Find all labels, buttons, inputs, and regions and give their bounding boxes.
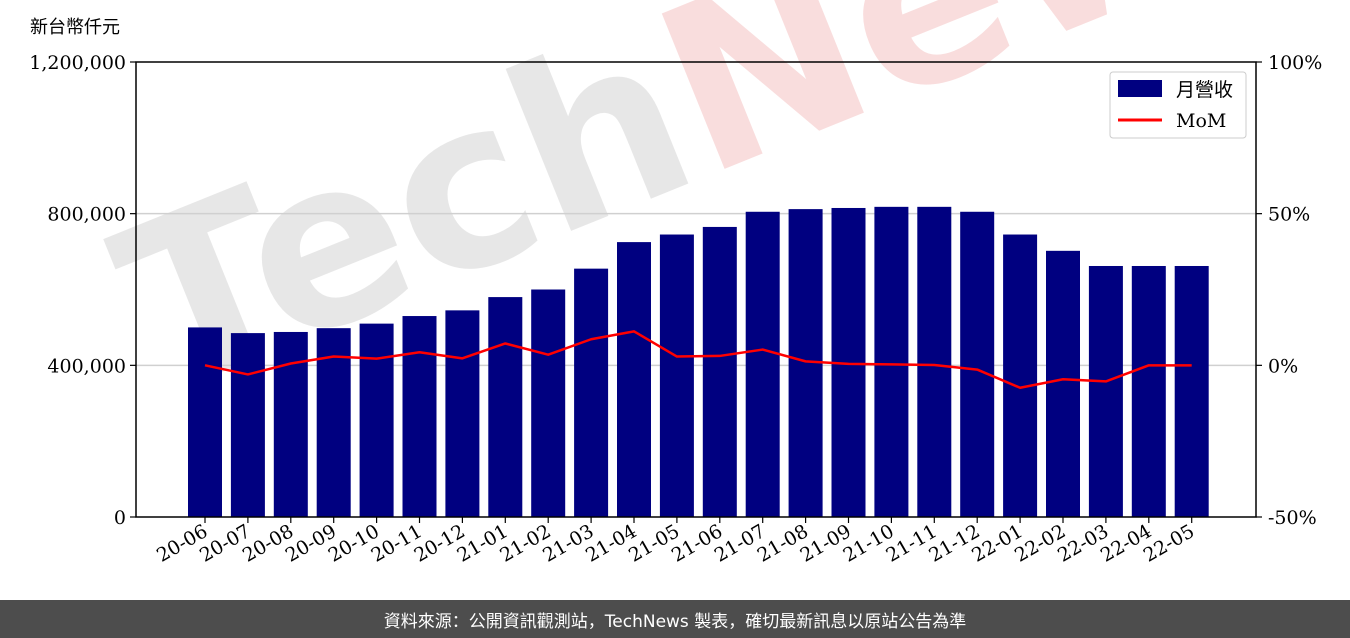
bar-21-01 bbox=[488, 297, 523, 517]
legend-swatch-revenue bbox=[1118, 80, 1162, 97]
left-y-tick-label: 800,000 bbox=[47, 204, 126, 226]
bar-20-11 bbox=[402, 316, 437, 517]
right-y-tick-label: 50% bbox=[1268, 204, 1310, 226]
left-y-axis: 0 400,000 800,000 1,200,000 bbox=[29, 52, 136, 529]
bar-21-03 bbox=[574, 268, 609, 517]
bar-22-01 bbox=[1003, 234, 1038, 518]
legend-label-mom: MoM bbox=[1176, 110, 1226, 132]
bar-22-04 bbox=[1131, 265, 1166, 517]
right-y-axis: -50% 0% 50% 100% bbox=[1256, 52, 1322, 529]
bar-22-03 bbox=[1088, 265, 1123, 517]
chart: TechNews 新台幣仟元 0400,000800,0001,200,000 … bbox=[29, 0, 1350, 567]
bar-21-07 bbox=[745, 211, 780, 518]
x-axis: 20-0620-0720-0820-0920-1020-1120-1221-01… bbox=[153, 517, 1198, 567]
source-text: 資料來源：公開資訊觀測站，TechNews 製表，確切最新訊息以原站公告為準 bbox=[383, 611, 967, 632]
right-y-tick-label: -50% bbox=[1268, 507, 1317, 529]
bar-20-07 bbox=[230, 333, 265, 517]
legend: 月營收 MoM bbox=[1109, 71, 1247, 139]
plot-frame bbox=[135, 61, 1257, 518]
bar-21-05 bbox=[659, 234, 694, 518]
right-y-tick-label: 100% bbox=[1268, 52, 1322, 74]
bar-20-10 bbox=[359, 323, 394, 517]
mom-line bbox=[204, 330, 1192, 390]
x-tick-label-22-05: 22-05 bbox=[1140, 520, 1198, 566]
left-y-tick-label: 1,200,000 bbox=[29, 52, 126, 74]
left-y-tick-label: 0 bbox=[114, 507, 126, 529]
revenue-bars bbox=[188, 206, 1209, 518]
source-footer: 資料來源：公開資訊觀測站，TechNews 製表，確切最新訊息以原站公告為準 bbox=[0, 600, 1350, 638]
bar-21-10 bbox=[874, 206, 909, 517]
bar-21-11 bbox=[917, 206, 952, 517]
bar-20-06 bbox=[188, 327, 222, 517]
y-unit-label: 新台幣仟元 bbox=[30, 17, 120, 38]
bar-20-12 bbox=[445, 310, 480, 517]
bar-20-08 bbox=[273, 331, 308, 517]
bar-21-12 bbox=[960, 211, 995, 518]
bar-21-02 bbox=[531, 289, 566, 517]
bar-21-06 bbox=[702, 226, 737, 517]
bar-22-02 bbox=[1046, 250, 1080, 517]
right-y-tick-label: 0% bbox=[1268, 355, 1298, 377]
bar-22-05 bbox=[1174, 265, 1209, 517]
bar-21-04 bbox=[617, 242, 651, 517]
left-y-tick-label: 400,000 bbox=[47, 355, 126, 377]
legend-label-revenue: 月營收 bbox=[1176, 79, 1233, 101]
mom-line-path bbox=[204, 330, 1192, 390]
